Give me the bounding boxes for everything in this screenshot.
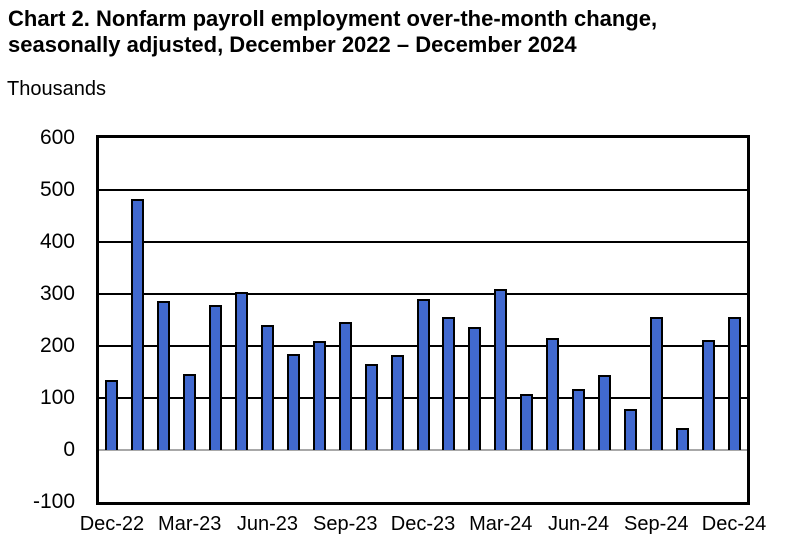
plot-area (96, 135, 750, 505)
y-axis-tick-label: 300 (39, 282, 75, 305)
bar-Nov-23 (390, 355, 404, 450)
bar-Nov-24 (701, 339, 715, 450)
bar-May-23 (235, 292, 249, 450)
bar-Aug-23 (312, 340, 326, 450)
bar-Mar-23 (183, 374, 197, 450)
gridline (99, 241, 747, 243)
zero-line (99, 449, 747, 451)
bar-Jul-23 (286, 354, 300, 450)
x-axis-tick-label: Jun-24 (547, 513, 610, 535)
chart-title-line2: seasonally adjusted, December 2022 – Dec… (8, 32, 577, 57)
bar-Dec-23 (416, 299, 430, 450)
bar-Aug-24 (623, 409, 637, 450)
gridline (99, 189, 747, 191)
y-axis-tick-label: 0 (63, 438, 75, 461)
x-axis-tick-label: Dec-23 (390, 513, 456, 535)
bar-Oct-24 (675, 427, 689, 450)
x-axis-tick-label: Dec-24 (701, 513, 767, 535)
y-axis-units-label: Thousands (7, 78, 106, 100)
y-axis-tick-label: 600 (39, 126, 75, 149)
y-axis-tick-label: -100 (32, 490, 75, 513)
bar-Sep-24 (649, 317, 663, 450)
bar-Jun-23 (260, 325, 274, 450)
bar-Apr-23 (209, 305, 223, 450)
bar-Apr-24 (520, 393, 534, 450)
y-axis-tick-label: 500 (39, 178, 75, 201)
bar-Oct-23 (364, 364, 378, 450)
bar-Feb-24 (468, 327, 482, 450)
bar-Dec-24 (727, 316, 741, 450)
bar-Feb-23 (157, 300, 171, 450)
y-axis-tick-label: 400 (39, 230, 75, 253)
x-axis-tick-label: Dec-22 (79, 513, 145, 535)
x-axis-tick-label: Mar-24 (469, 513, 533, 535)
bar-Dec-22 (105, 379, 119, 450)
y-axis-tick-label: 100 (39, 386, 75, 409)
x-axis-tick-label: Mar-23 (158, 513, 222, 535)
x-axis-tick-label: Jun-23 (236, 513, 299, 535)
bar-Jul-24 (597, 375, 611, 450)
bar-Jun-24 (572, 388, 586, 450)
bar-May-24 (546, 337, 560, 450)
bar-Sep-23 (338, 322, 352, 450)
bar-Jan-24 (442, 316, 456, 450)
y-axis-tick-label: 200 (39, 334, 75, 357)
bar-Jan-23 (131, 199, 145, 450)
x-axis-tick-label: Sep-24 (624, 513, 689, 535)
x-axis-tick-label: Sep-23 (312, 513, 378, 535)
chart-title-line1: Chart 2. Nonfarm payroll employment over… (8, 6, 658, 31)
bar-Mar-24 (494, 288, 508, 450)
gridline (99, 293, 747, 295)
chart-title: Chart 2. Nonfarm payroll employment over… (8, 6, 788, 58)
